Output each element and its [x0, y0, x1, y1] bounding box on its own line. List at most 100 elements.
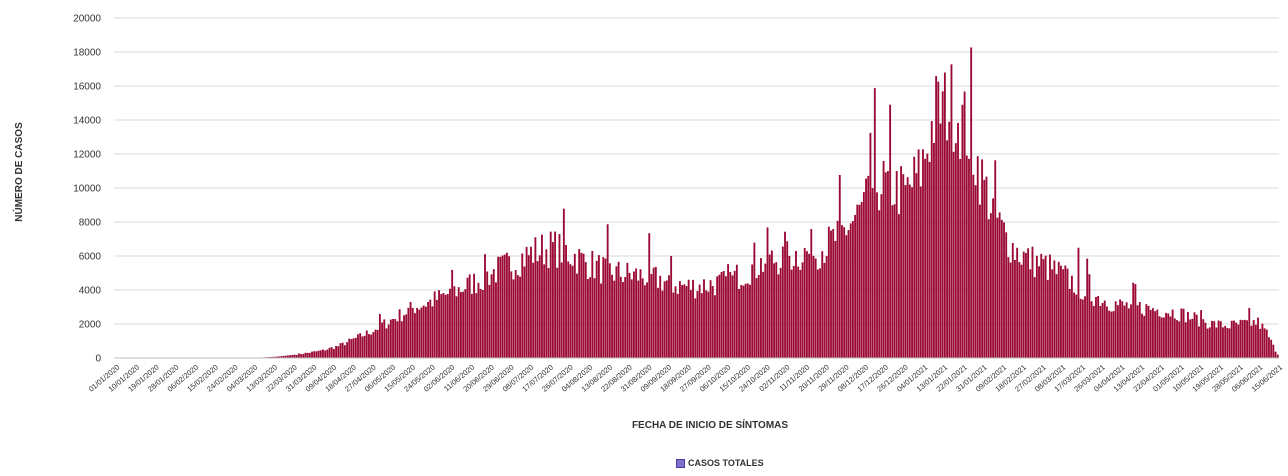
bar [1086, 258, 1089, 358]
bar [1235, 322, 1238, 358]
bar [992, 198, 994, 358]
bar [961, 104, 964, 359]
bar [313, 351, 316, 358]
bar [1029, 269, 1032, 358]
bar [816, 269, 819, 358]
bar [957, 122, 959, 358]
bar [1110, 311, 1113, 358]
bar [1184, 322, 1187, 358]
bar [510, 271, 513, 358]
bar [941, 91, 944, 358]
bar [663, 281, 666, 358]
bar [707, 291, 710, 358]
bar [827, 226, 830, 358]
bar [348, 338, 351, 358]
bar [411, 307, 414, 358]
bar [556, 267, 559, 358]
y-tick-label: 18000 [73, 48, 101, 59]
bar [490, 274, 493, 358]
bar [637, 280, 640, 358]
bar [908, 184, 911, 358]
bar [983, 179, 986, 358]
bar [740, 284, 743, 358]
bar [337, 346, 340, 358]
bar [273, 356, 276, 358]
bar [994, 160, 997, 358]
bar [801, 262, 804, 358]
bar [720, 272, 723, 358]
bar [814, 258, 817, 358]
bar [685, 285, 688, 358]
bar [538, 255, 541, 358]
bar [639, 269, 642, 358]
bar [768, 254, 771, 358]
bar [727, 264, 730, 358]
bar [1119, 299, 1121, 358]
bar [714, 295, 716, 358]
bar [952, 151, 955, 358]
bar [1259, 328, 1262, 358]
x-tick-labels: 01/01/202010/01/202019/01/202028/01/2020… [87, 363, 1284, 394]
bar [1195, 314, 1198, 358]
bar [1138, 301, 1141, 358]
bar [335, 345, 338, 358]
bar [777, 274, 780, 358]
bar [1073, 292, 1076, 358]
bar [694, 298, 697, 358]
bar [823, 262, 826, 358]
bar [352, 338, 355, 358]
bar [812, 255, 815, 358]
bar [584, 262, 587, 358]
bar [1208, 327, 1211, 358]
bar [1108, 310, 1111, 358]
bar [972, 174, 975, 358]
bar [641, 278, 644, 358]
bar [659, 275, 662, 358]
bar [416, 308, 419, 358]
bar [405, 314, 408, 358]
bar [368, 334, 370, 358]
bar [1123, 305, 1126, 358]
bar [681, 285, 684, 358]
bar [873, 88, 876, 359]
bar [1077, 247, 1080, 358]
bar [547, 268, 550, 358]
bar [587, 279, 589, 358]
bar [1097, 295, 1100, 358]
bar [1055, 274, 1058, 358]
bar [1254, 324, 1257, 358]
bar [409, 302, 412, 358]
bar [365, 330, 368, 358]
bar [950, 64, 953, 359]
bar [1112, 311, 1115, 358]
bar [722, 271, 725, 358]
bar [1178, 321, 1181, 358]
bar [1106, 306, 1108, 358]
bar [692, 279, 694, 358]
bar [1230, 320, 1233, 358]
bar [1053, 260, 1056, 358]
bar [293, 354, 296, 358]
bar [764, 263, 767, 358]
bar [648, 233, 651, 358]
bar [512, 279, 515, 358]
bar [591, 250, 594, 358]
legend-swatch [676, 458, 685, 468]
bar [438, 290, 440, 358]
bar [1239, 319, 1242, 358]
bar [567, 261, 570, 358]
bar [1217, 320, 1220, 358]
bar [1027, 248, 1030, 358]
y-tick-label: 14000 [73, 116, 101, 127]
bar [519, 276, 521, 358]
bar [843, 227, 846, 358]
bar [974, 185, 977, 358]
bar [1116, 305, 1119, 358]
bar [549, 231, 552, 358]
bar [1090, 301, 1093, 358]
bar [346, 342, 348, 358]
gridlines [114, 17, 1279, 325]
y-tick-label: 6000 [79, 252, 102, 263]
x-axis-title: FECHA DE INICIO DE SÍNTOMAS [632, 418, 788, 431]
bar [1011, 242, 1014, 358]
